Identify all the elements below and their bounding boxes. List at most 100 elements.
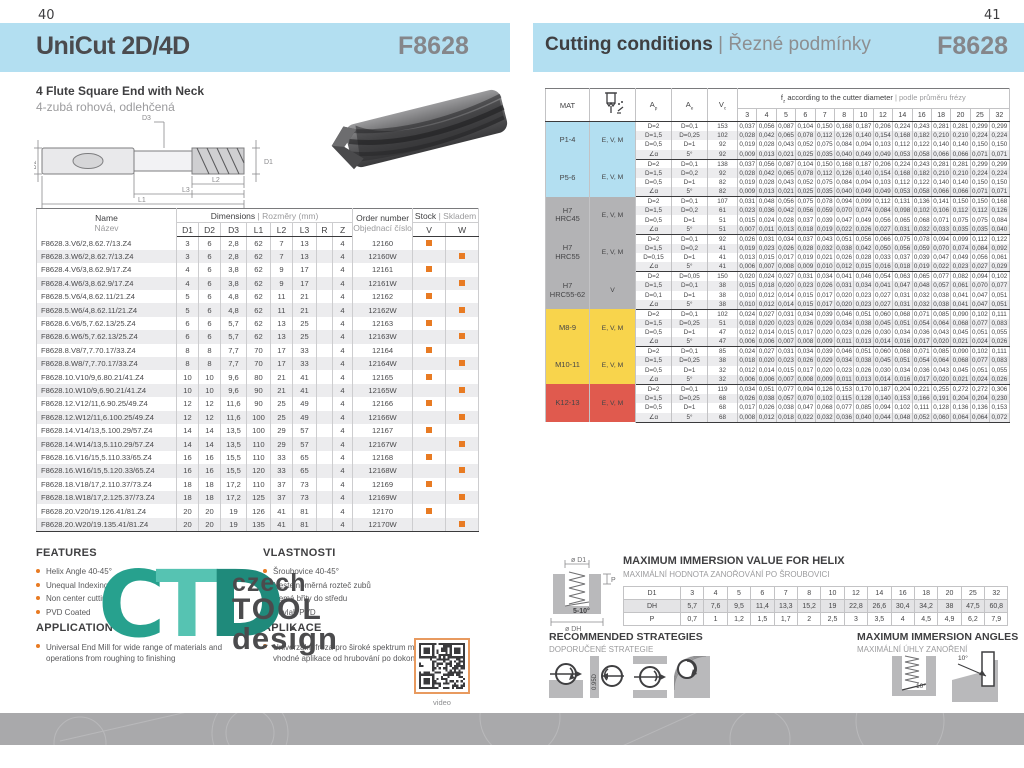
fz-value: 0,066 [872,234,894,244]
fz-value: 0,049 [853,215,874,225]
dim-value: 4 [331,464,354,478]
dim-value: 100 [246,423,271,438]
ae-value: D=1 [671,403,708,413]
ae-value: D=1 [671,365,708,376]
fz-value: 0,094 [853,177,874,188]
fz-value: 0,083 [989,356,1010,366]
fz-value: 0,043 [814,234,835,244]
fz-value: 0,006 [736,337,758,348]
dim-value: 33 [292,357,317,371]
dim-value: 19 [220,517,247,532]
fz-value: 0,020 [736,271,758,282]
ap-value: D=0,1 [635,290,672,300]
dim-value: 21 [292,303,317,317]
fz-value: 0,210 [950,130,971,141]
fz-value: 0,206 [872,121,894,131]
helix-value: 3 [843,612,869,626]
fz-value: 0,014 [775,290,797,300]
fz-value: 0,053 [892,149,913,160]
feature-item: Unequal Indexing [36,581,236,590]
helix-value: 34,2 [913,599,939,613]
cutting-row: ∠α 5° 92 0,009 0,013 0,021 0,025 0,035 0,040 0,04… [546,149,1010,160]
helix-row-label: DH [623,599,681,613]
fz-value: 0,036 [833,412,855,423]
dim-value: 12 [176,410,199,424]
fz-value: 0,022 [795,412,816,423]
fz-value: 0,051 [833,234,855,244]
fz-value: 0,008 [795,375,816,385]
feature-item: Helix Angle 40-45° [36,567,236,576]
fz-value: 0,037 [736,159,758,169]
cutting-row: D=1,5 D=0,25 102 0,028 0,042 0,065 0,078 0,112 0… [546,130,1010,141]
dim-value: 29 [270,437,293,451]
fz-value: 0,150 [814,121,835,131]
fz-value: 0,041 [872,281,894,291]
dim-value: 4 [331,357,354,371]
fz-value: 0,063 [892,271,913,282]
fz-value: 0,075 [950,215,971,225]
fz-value: 0,077 [969,318,991,329]
fz-value: 0,011 [756,224,777,235]
helix-value: 10 [820,586,845,600]
stock-v [412,504,447,518]
dim-value [316,249,333,264]
stock-marker [426,400,433,407]
fz-value: 0,128 [930,403,952,413]
dim-value: 14 [176,423,199,438]
logo-letter: C [98,551,165,658]
dim-value: 17 [270,357,293,371]
fz-value: 0,015 [775,328,797,338]
dim-value: 18 [198,490,221,505]
ctd-logo-mark: CTD [98,559,285,651]
dim-value: 126 [246,504,271,518]
ap-value: D=1,5 [635,206,672,216]
dim-value: 9,6 [220,370,247,384]
dim-value: 10 [198,383,221,398]
dim-value: 110 [246,477,271,491]
fz-value: 0,057 [930,281,952,291]
fz-value: 0,020 [756,318,777,329]
vc-value: 38 [707,290,738,300]
fz-value: 0,048 [911,281,932,291]
ae-value: 5° [671,187,708,198]
helix-value: 60,8 [984,599,1009,613]
fz-value: 0,010 [814,262,835,273]
dim-value: 19 [220,504,247,518]
diameter-header: 4 [756,108,777,122]
fz-value: 0,052 [795,140,816,150]
dim-value: 12 [198,410,221,424]
helix-title: MAXIMUM IMMERSION VALUE FOR HELIX [623,555,845,567]
col-order-header: Order number Objednací číslo [352,208,414,237]
product-row: F8628.5.W6/4,8.62.11/21.Z4 5 6 4,8 62 11 21 4 12… [36,303,480,317]
product-code: F8628 [398,32,469,60]
fz-value: 0,040 [853,412,874,423]
fz-value: 0,131 [892,196,913,207]
fz-value: 0,204 [892,384,913,394]
fz-value: 0,070 [969,281,991,291]
fz-value: 0,018 [736,356,758,366]
fz-value: 0,043 [930,365,952,376]
helix-value: 4 [703,586,728,600]
fz-value: 0,087 [775,159,797,169]
dim-value [316,423,333,438]
fz-value: 0,049 [872,187,894,198]
fz-value: 0,028 [775,215,797,225]
helix-value: 12 [843,586,869,600]
cutting-row: D=1,5 D=0,25 68 0,026 0,038 0,057 0,070 0,102 0,… [546,393,1010,404]
dim-value: 37 [270,477,293,491]
application-en-title: APPLICATION [36,622,114,634]
dim-value: 16 [176,450,199,465]
ae-value: 5° [671,224,708,235]
fz-value: 0,027 [872,299,894,310]
fz-value: 0,102 [989,271,1010,282]
dim-value: 9,6 [220,383,247,398]
fz-value: 0,026 [833,252,855,263]
helix-row: D1 3 4 5 6 7 8 10 12 14 16 18 20 25 32 [623,586,1009,600]
fz-value: 0,028 [736,168,758,178]
title-separator: | [718,34,724,55]
fz-value: 0,047 [930,252,952,263]
fz-value: 0,008 [736,412,758,423]
dim-value: 2,8 [220,236,247,250]
fz-value: 0,049 [872,149,894,160]
fz-value: 0,243 [911,121,932,131]
